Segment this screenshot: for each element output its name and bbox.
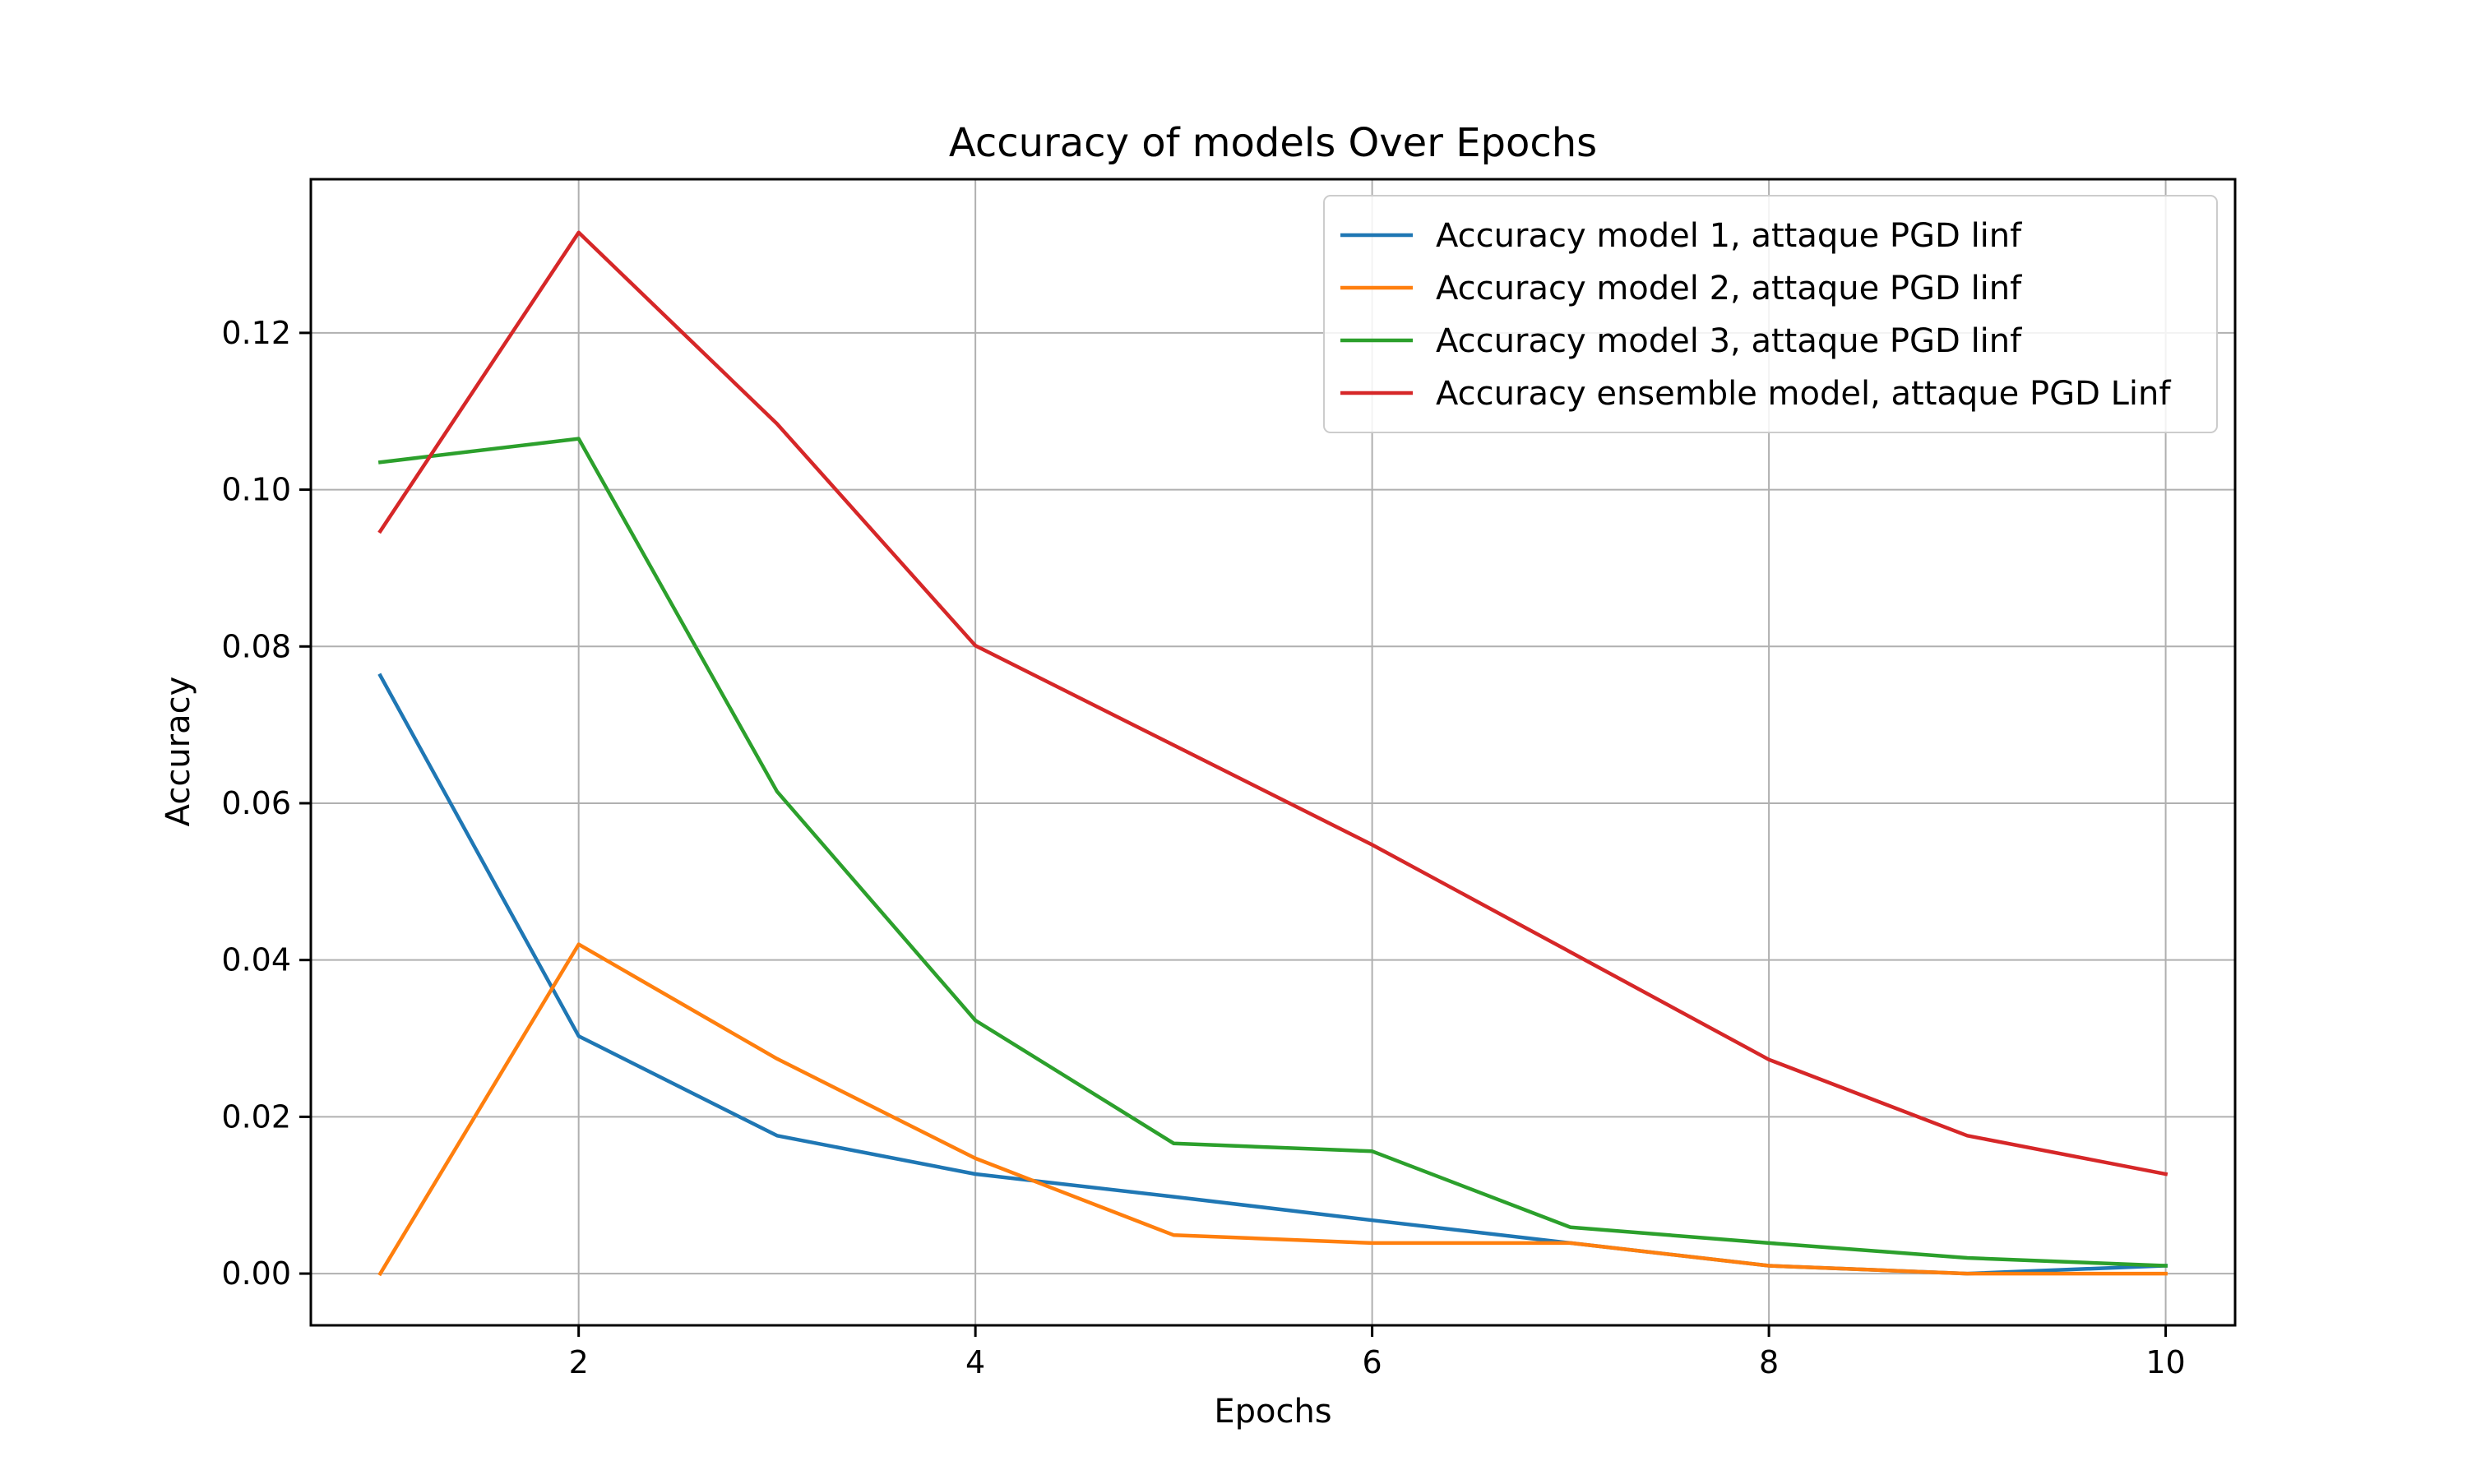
legend: Accuracy model 1, attaque PGD linf Accura… [1323, 195, 2218, 433]
x-tick-label: 8 [1759, 1344, 1779, 1380]
y-axis-label: Accuracy [160, 677, 197, 827]
plot-frame [309, 178, 2237, 1327]
y-tick-label: 0.06 [221, 785, 291, 821]
series-line-3 [377, 437, 2168, 1268]
legend-box [1323, 195, 2218, 433]
series-line-4 [377, 230, 2168, 1177]
legend-entry-2: Accuracy model 2, attaque PGD linf [1436, 270, 2022, 307]
y-tick-label: 0.12 [221, 315, 291, 351]
legend-entry-3: Accuracy model 3, attaque PGD linf [1436, 322, 2022, 360]
series-line-2 [377, 942, 2168, 1277]
y-axis-ticks: 0.00 0.02 0.04 0.06 0.08 0.10 0.12 [221, 315, 311, 1292]
x-tick-label: 10 [2145, 1344, 2185, 1380]
y-tick-label: 0.10 [221, 472, 291, 508]
chart-title: Accuracy of models Over Epochs [949, 120, 1597, 166]
y-tick-label: 0.02 [221, 1098, 291, 1135]
y-tick-label: 0.04 [221, 942, 291, 978]
y-tick-label: 0.00 [221, 1255, 291, 1292]
x-tick-label: 4 [965, 1344, 985, 1380]
legend-entry-4: Accuracy ensemble model, attaque PGD Lin… [1436, 375, 2171, 413]
y-tick-label: 0.08 [221, 628, 291, 664]
legend-entry-1: Accuracy model 1, attaque PGD linf [1436, 217, 2022, 255]
x-axis-ticks: 2 4 6 8 10 [569, 1325, 2186, 1380]
x-tick-label: 6 [1363, 1344, 1382, 1380]
series-lines [377, 230, 2168, 1277]
x-tick-label: 2 [569, 1344, 589, 1380]
x-axis-label: Epochs [1214, 1393, 1331, 1431]
